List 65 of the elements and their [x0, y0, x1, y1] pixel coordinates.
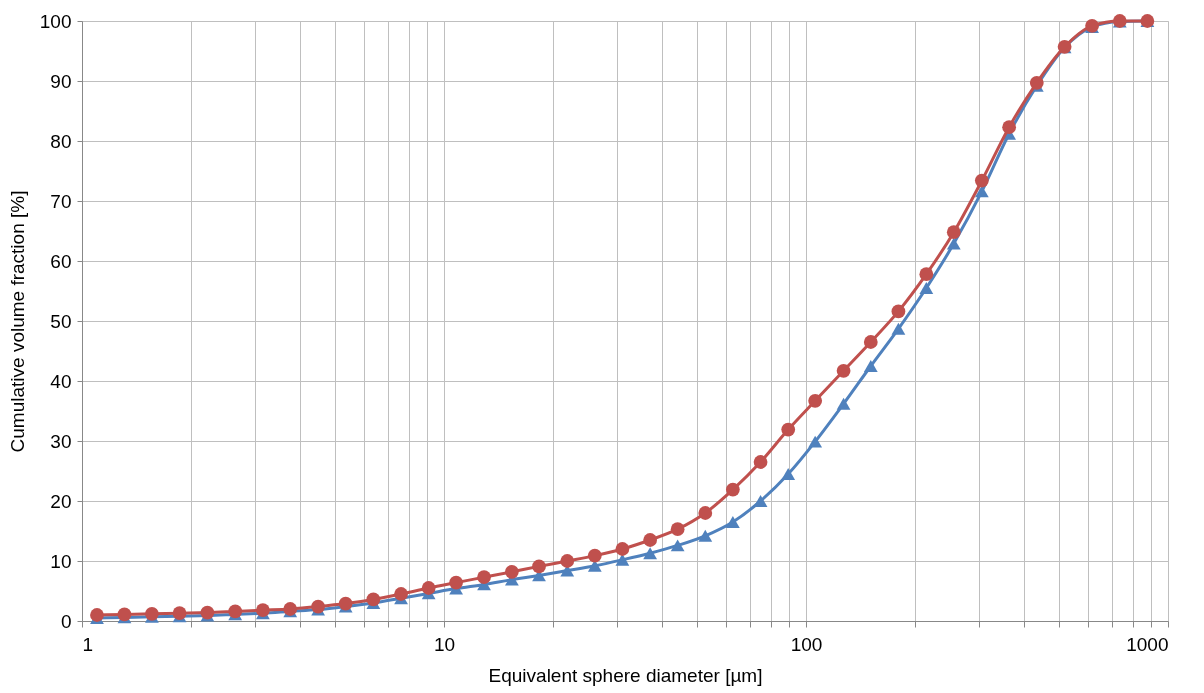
point	[670, 522, 685, 537]
point	[311, 599, 326, 614]
point	[725, 516, 740, 528]
point	[725, 482, 740, 497]
point	[90, 608, 104, 622]
point	[587, 548, 602, 563]
point	[698, 529, 713, 542]
y-axis-title: Cumulative volume fraction [%]	[6, 190, 28, 453]
x-axis-title: Equivalent sphere diameter [µm]	[488, 664, 763, 686]
point	[891, 322, 906, 335]
point	[338, 596, 353, 611]
point	[836, 363, 851, 378]
point	[974, 173, 989, 188]
point	[781, 468, 796, 480]
point	[145, 606, 159, 621]
point	[228, 604, 243, 619]
point	[394, 587, 408, 601]
point	[753, 495, 768, 507]
x-tick-label: 100	[790, 633, 823, 655]
point	[891, 304, 906, 319]
point	[615, 553, 630, 566]
y-tick-label: 50	[50, 310, 72, 332]
point	[532, 559, 546, 574]
point	[504, 564, 519, 579]
point	[643, 533, 658, 547]
point	[781, 422, 796, 437]
point	[172, 606, 187, 621]
point	[919, 282, 934, 294]
point	[946, 225, 961, 240]
point	[919, 267, 934, 282]
point	[255, 603, 270, 618]
point	[1029, 75, 1044, 90]
point	[808, 435, 823, 448]
point	[477, 570, 491, 585]
point	[615, 542, 630, 556]
point	[117, 607, 132, 622]
y-tick-label: 40	[50, 370, 72, 392]
y-tick-label: 80	[50, 130, 72, 152]
point	[974, 185, 989, 198]
point	[808, 393, 823, 408]
y-tick-label: 70	[50, 190, 72, 212]
y-tick-label: 0	[60, 610, 72, 632]
point	[1002, 120, 1017, 135]
point	[200, 605, 215, 620]
y-tick-label: 10	[50, 550, 72, 572]
point	[560, 554, 575, 568]
point	[946, 237, 961, 250]
point	[836, 397, 851, 410]
point	[863, 335, 878, 349]
x-tick-label: 1000	[1126, 633, 1169, 655]
point	[643, 547, 658, 560]
y-tick-label: 90	[50, 70, 72, 92]
y-tick-label: 20	[50, 490, 72, 512]
y-tick-label: 30	[50, 430, 72, 452]
y-tick-label: 60	[50, 250, 72, 272]
point	[670, 539, 685, 552]
x-tick-label: 1	[82, 633, 94, 655]
point	[366, 592, 381, 607]
point	[863, 360, 878, 372]
x-tick-label: 10	[433, 633, 456, 655]
point	[753, 455, 768, 469]
y-tick-label: 100	[39, 10, 72, 32]
point	[421, 581, 436, 595]
point	[698, 506, 713, 520]
point	[449, 575, 463, 590]
